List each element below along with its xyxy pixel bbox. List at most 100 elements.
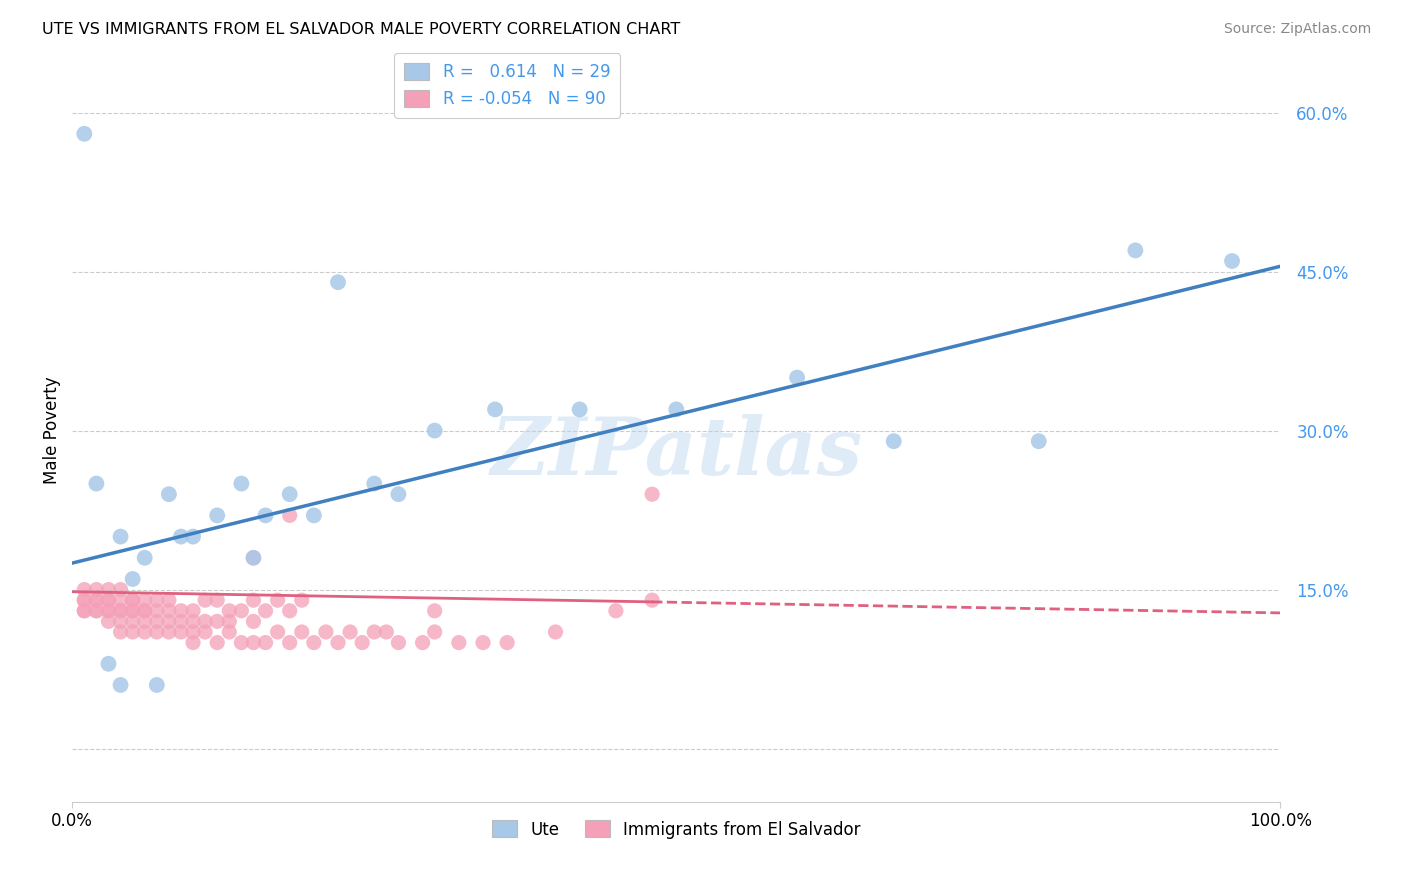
Point <box>121 593 143 607</box>
Point <box>883 434 905 449</box>
Point <box>423 624 446 639</box>
Point <box>73 127 96 141</box>
Point <box>110 604 132 618</box>
Point <box>181 635 204 649</box>
Point <box>484 402 506 417</box>
Point <box>181 624 204 639</box>
Point <box>86 604 108 618</box>
Point <box>134 593 156 607</box>
Point <box>73 604 96 618</box>
Point <box>278 635 301 649</box>
Point <box>146 678 169 692</box>
Point <box>170 530 193 544</box>
Point <box>170 615 193 629</box>
Point <box>194 624 217 639</box>
Text: Source: ZipAtlas.com: Source: ZipAtlas.com <box>1223 22 1371 37</box>
Point <box>121 604 143 618</box>
Point <box>110 593 132 607</box>
Point <box>254 508 277 523</box>
Point <box>194 593 217 607</box>
Point <box>121 572 143 586</box>
Point <box>423 424 446 438</box>
Point <box>363 476 385 491</box>
Point <box>1028 434 1050 449</box>
Point <box>218 604 240 618</box>
Point <box>242 550 264 565</box>
Point <box>110 582 132 597</box>
Point <box>97 593 120 607</box>
Point <box>181 615 204 629</box>
Point <box>641 593 664 607</box>
Point <box>278 487 301 501</box>
Point <box>146 624 169 639</box>
Point <box>291 624 314 639</box>
Point <box>97 615 120 629</box>
Point <box>205 615 228 629</box>
Point <box>86 593 108 607</box>
Point <box>278 604 301 618</box>
Point <box>231 476 253 491</box>
Point <box>121 615 143 629</box>
Point <box>121 604 143 618</box>
Point <box>134 624 156 639</box>
Point <box>568 402 591 417</box>
Point <box>315 624 337 639</box>
Point <box>73 604 96 618</box>
Point <box>110 604 132 618</box>
Legend: Ute, Immigrants from El Salvador: Ute, Immigrants from El Salvador <box>485 814 868 846</box>
Point <box>157 593 180 607</box>
Point <box>291 593 314 607</box>
Point <box>134 604 156 618</box>
Point <box>326 635 349 649</box>
Point <box>605 604 627 618</box>
Point <box>97 657 120 671</box>
Point <box>86 582 108 597</box>
Text: ZIPatlas: ZIPatlas <box>491 414 862 491</box>
Point <box>157 624 180 639</box>
Point <box>110 624 132 639</box>
Point <box>97 604 120 618</box>
Point <box>73 582 96 597</box>
Point <box>326 275 349 289</box>
Point <box>231 635 253 649</box>
Point <box>231 604 253 618</box>
Point <box>97 593 120 607</box>
Point <box>121 624 143 639</box>
Point <box>472 635 495 649</box>
Point <box>73 593 96 607</box>
Point <box>121 593 143 607</box>
Point <box>170 604 193 618</box>
Point <box>97 582 120 597</box>
Point <box>194 615 217 629</box>
Point <box>110 678 132 692</box>
Text: UTE VS IMMIGRANTS FROM EL SALVADOR MALE POVERTY CORRELATION CHART: UTE VS IMMIGRANTS FROM EL SALVADOR MALE … <box>42 22 681 37</box>
Point <box>205 593 228 607</box>
Point <box>157 604 180 618</box>
Point <box>387 487 409 501</box>
Point <box>387 635 409 649</box>
Point <box>363 624 385 639</box>
Point <box>1125 244 1147 258</box>
Point <box>544 624 567 639</box>
Point <box>447 635 470 649</box>
Point <box>339 624 361 639</box>
Point <box>110 615 132 629</box>
Point <box>157 615 180 629</box>
Point <box>134 604 156 618</box>
Point <box>157 487 180 501</box>
Point <box>641 487 664 501</box>
Y-axis label: Male Poverty: Male Poverty <box>44 376 60 484</box>
Point <box>218 615 240 629</box>
Point <box>110 530 132 544</box>
Point <box>205 508 228 523</box>
Point <box>242 635 264 649</box>
Point <box>1220 254 1243 268</box>
Point <box>218 624 240 639</box>
Point <box>86 476 108 491</box>
Point <box>97 604 120 618</box>
Point <box>375 624 398 639</box>
Point <box>786 370 808 384</box>
Point <box>352 635 374 649</box>
Point <box>302 508 325 523</box>
Point <box>254 635 277 649</box>
